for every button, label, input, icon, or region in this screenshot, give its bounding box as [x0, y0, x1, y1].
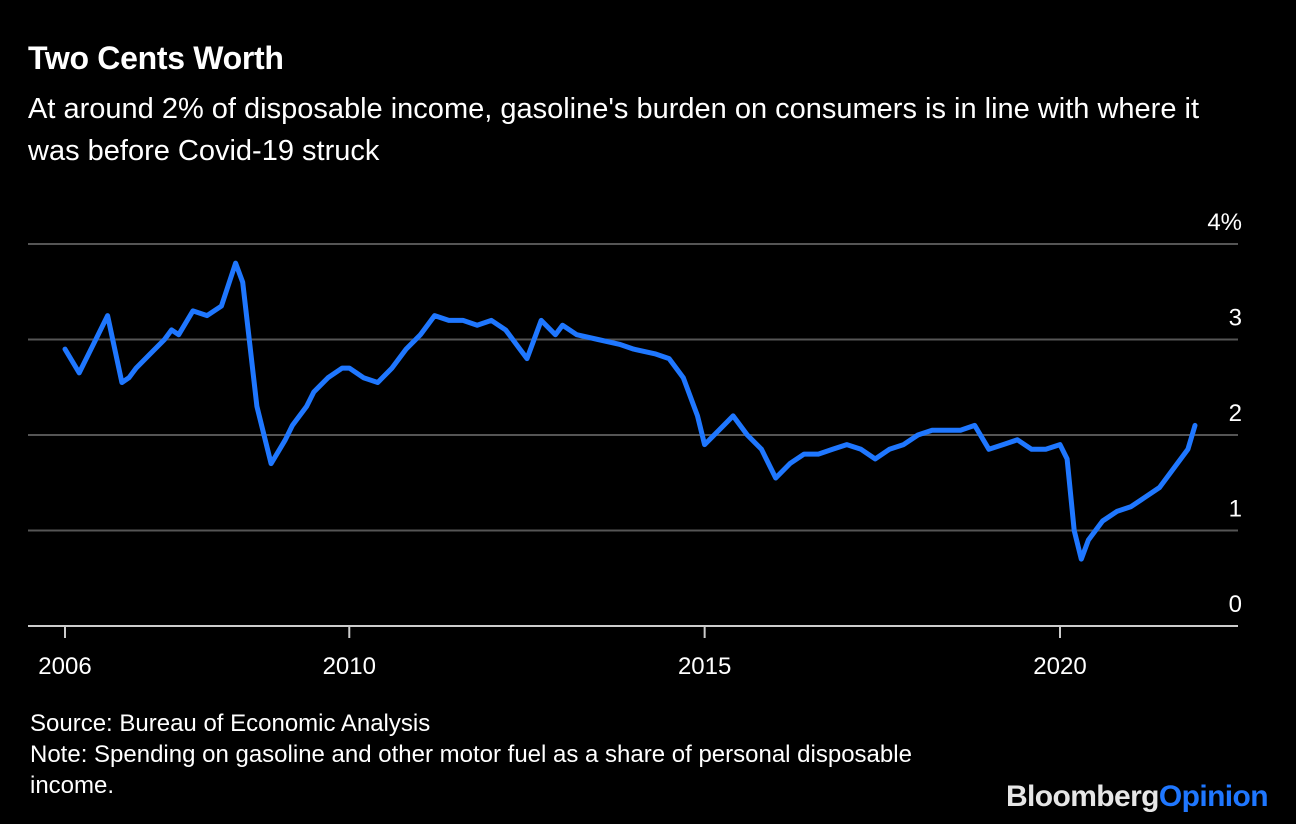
chart-footer: Source: Bureau of Economic Analysis Note…	[30, 708, 930, 801]
chart-title: Two Cents Worth	[28, 40, 284, 76]
y-tick-label-1: 1	[1229, 496, 1242, 523]
brand-bloomberg: Bloomberg	[1005, 780, 1160, 813]
x-tick-label-2015: 2015	[678, 653, 731, 680]
x-tick-label-2010: 2010	[323, 653, 376, 680]
source-note: Source: Bureau of Economic Analysis	[30, 710, 431, 737]
y-tick-label-0: 0	[1229, 591, 1242, 618]
y-tick-label-3: 3	[1229, 305, 1242, 332]
method-note: Note: Spending on gasoline and other mot…	[30, 741, 912, 799]
chart-subtitle: At around 2% of disposable income, gasol…	[28, 93, 1200, 167]
series-line-0	[62, 260, 1198, 562]
y-tick-label-2: 2	[1229, 400, 1242, 427]
brand-opinion: Opinion	[1158, 780, 1269, 813]
x-tick-label-2006: 2006	[38, 653, 91, 680]
y-tick-label-4: 4%	[1207, 209, 1242, 236]
x-tick-label-2020: 2020	[1033, 653, 1086, 680]
bloomberg-opinion-logo: BloombergOpinion	[1005, 780, 1269, 814]
